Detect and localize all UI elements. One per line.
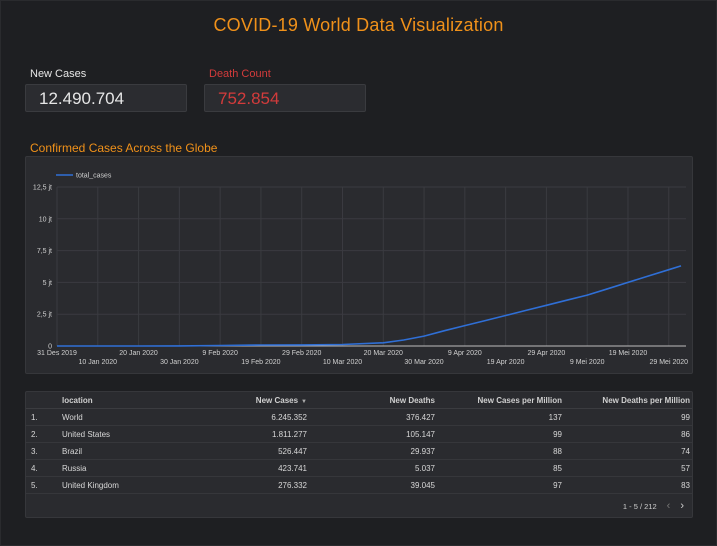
cell-new-deaths-per-million: 74	[681, 446, 690, 456]
cell-new-cases-per-million: 88	[553, 446, 562, 456]
y-tick-label: 12,5 jt	[33, 185, 52, 192]
y-tick-label: 5 jt	[43, 280, 52, 287]
sort-desc-icon[interactable]: ▼	[301, 398, 307, 405]
cell-new-cases: 526.447	[278, 446, 307, 456]
new-cases-scorecard[interactable]: 12.490.704	[25, 84, 187, 112]
cell-new-deaths-per-million: 57	[681, 463, 690, 473]
table-row[interactable]: 4. Russia 423.741 5.037 85 57	[26, 460, 692, 477]
data-table[interactable]: location New Cases ▼ New Deaths New Cases…	[25, 391, 693, 518]
chevron-right-icon[interactable]: ›	[680, 500, 684, 512]
death-count-value: 752.854	[218, 89, 280, 108]
new-cases-value: 12.490.704	[39, 89, 125, 108]
y-tick-label: 2,5 jt	[37, 312, 52, 319]
pagination: 1 - 5 / 212 ‹ ›	[623, 500, 684, 512]
table-row[interactable]: 3. Brazil 526.447 29.937 88 74	[26, 443, 692, 460]
x-tick-label: 20 Jan 2020	[119, 350, 158, 357]
x-tick-label: 9 Feb 2020	[202, 350, 238, 357]
cell-new-deaths-per-million: 99	[681, 412, 690, 422]
y-tick-label: 10 jt	[39, 216, 52, 223]
cell-location: Brazil	[62, 446, 83, 456]
cell-location: Russia	[62, 463, 87, 473]
row-index: 2.	[31, 429, 38, 439]
x-tick-label: 29 Apr 2020	[528, 350, 566, 357]
table-row[interactable]: 1. World 6.245.352 376.427 137 99	[26, 409, 692, 426]
x-tick-label: 31 Des 2019	[37, 350, 77, 357]
row-index: 4.	[31, 463, 38, 473]
cell-new-deaths-per-million: 86	[681, 429, 690, 439]
cell-new-deaths: 376.427	[406, 412, 435, 422]
chart-section-title: Confirmed Cases Across the Globe	[30, 141, 218, 155]
x-tick-label: 10 Mar 2020	[323, 359, 362, 366]
line-chart-panel[interactable]: 0 2,5 jt 5 jt 7,5 jt 10 jt 12,5 jt 31 Des 2019…	[25, 156, 693, 374]
cell-new-cases-per-million: 85	[553, 463, 562, 473]
cell-new-deaths: 5.037	[414, 463, 435, 473]
y-tick-label: 0	[48, 344, 52, 351]
x-tick-label: 9 Mei 2020	[570, 359, 605, 366]
x-tick-label: 19 Apr 2020	[487, 359, 525, 366]
y-tick-label: 7,5 jt	[37, 248, 52, 255]
x-tick-label: 19 Mei 2020	[609, 350, 648, 357]
cell-new-deaths-per-million: 83	[681, 480, 690, 490]
row-index: 5.	[31, 480, 38, 490]
header-new-cases-label: New Cases	[255, 395, 299, 405]
x-tick-label: 29 Feb 2020	[282, 350, 321, 357]
x-tick-label: 9 Apr 2020	[448, 350, 482, 357]
death-count-scorecard[interactable]: 752.854	[204, 84, 366, 112]
header-new-deaths[interactable]: New Deaths	[389, 395, 435, 405]
new-cases-label: New Cases	[30, 68, 87, 80]
x-tick-label: 30 Jan 2020	[160, 359, 199, 366]
cell-location: United Kingdom	[62, 480, 119, 490]
cell-new-cases: 423.741	[278, 463, 307, 473]
legend-entry: total_cases	[76, 173, 112, 180]
cell-new-deaths: 39.045	[410, 480, 435, 490]
page-title: COVID-19 World Data Visualization	[213, 15, 504, 35]
cell-new-cases: 6.245.352	[271, 412, 307, 422]
chevron-left-icon[interactable]: ‹	[666, 500, 671, 512]
cell-new-cases-per-million: 137	[548, 412, 562, 422]
header-new-cases-per-million[interactable]: New Cases per Million	[477, 395, 562, 405]
cell-new-cases-per-million: 99	[553, 429, 562, 439]
row-index: 1.	[31, 412, 38, 422]
cell-new-cases: 1.811.277	[272, 429, 307, 439]
table-header: location New Cases ▼ New Deaths New Cases…	[26, 392, 692, 409]
cell-location: United States	[62, 429, 111, 439]
x-tick-label: 30 Mar 2020	[404, 359, 443, 366]
cell-location: World	[62, 412, 83, 422]
cell-new-cases: 276.332	[278, 480, 307, 490]
x-tick-label: 29 Mei 2020	[649, 359, 688, 366]
death-count-label: Death Count	[209, 68, 271, 80]
x-tick-label: 20 Mar 2020	[364, 350, 403, 357]
cell-new-cases-per-million: 97	[553, 480, 562, 490]
table-row[interactable]: 2. United States 1.811.277 105.147 99 86	[26, 426, 692, 443]
header-new-cases[interactable]: New Cases ▼	[212, 396, 307, 405]
series-line-total-cases	[57, 265, 682, 347]
line-chart[interactable]: 0 2,5 jt 5 jt 7,5 jt 10 jt 12,5 jt 31 Des 2019…	[26, 157, 692, 373]
cell-new-deaths: 29.937	[410, 446, 435, 456]
x-tick-label: 19 Feb 2020	[241, 359, 280, 366]
x-tick-label: 10 Jan 2020	[79, 359, 118, 366]
header-location[interactable]: location	[62, 395, 93, 405]
pagination-range: 1 - 5 / 212	[622, 501, 657, 511]
header-new-deaths-per-million[interactable]: New Deaths per Million	[602, 395, 690, 405]
cell-new-deaths: 105.147	[406, 429, 435, 439]
table-row[interactable]: 5. United Kingdom 276.332 39.045 97 83	[26, 477, 692, 494]
row-index: 3.	[31, 446, 38, 456]
